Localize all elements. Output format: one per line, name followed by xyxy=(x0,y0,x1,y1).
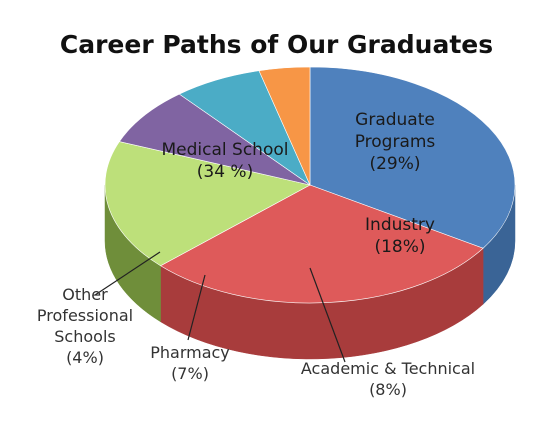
slice-value-label: (34 %) xyxy=(197,162,253,182)
slice-name-line: Graduate xyxy=(355,110,435,130)
pie-slice-graduate-programs xyxy=(159,184,484,304)
slice-name-line: Other xyxy=(62,285,108,304)
slice-value-label: (18%) xyxy=(374,237,425,257)
slice-name-line: Programs xyxy=(355,132,436,152)
slice-label-pharmacy: Pharmacy (7%) xyxy=(150,343,230,383)
slice-label-academic-technical: Academic & Technical (8%) xyxy=(301,359,475,399)
leader-line-other-professional-schools xyxy=(94,251,161,296)
slice-label-industry: Industry (18%) xyxy=(365,215,435,257)
pie-slice-industry xyxy=(104,141,311,267)
slice-name-line: Medical School xyxy=(162,140,289,160)
slice-value-label: (8%) xyxy=(369,380,407,399)
slice-label-graduate-programs: Graduate Programs (29%) xyxy=(355,110,436,174)
slice-name-line: Industry xyxy=(365,215,435,235)
pie-top-group xyxy=(104,66,516,304)
pie-label-group: Medical School (34 %) Graduate Programs (29%… xyxy=(37,110,475,399)
leader-line-pharmacy xyxy=(187,274,206,341)
pie-slice-academic-technical xyxy=(118,93,311,186)
chart-title: Career Paths of Our Graduates xyxy=(59,30,494,59)
slice-name-line: Academic & Technical xyxy=(301,359,475,378)
slice-value-label: (4%) xyxy=(66,348,104,367)
pie-slice-other-professional-schools xyxy=(258,66,311,186)
slice-name-line: Professional xyxy=(37,306,133,325)
pie-slice-medical-school xyxy=(309,66,516,249)
slice-label-medical-school: Medical School (34 %) xyxy=(162,140,289,182)
leader-line-academic-technical xyxy=(309,267,346,363)
slice-value-label: (29%) xyxy=(369,154,420,174)
slice-value-label: (7%) xyxy=(171,364,209,383)
slice-name-line: Schools xyxy=(54,327,115,346)
slice-name-line: Pharmacy xyxy=(150,343,230,362)
slice-label-other-professional-schools: Other Professional Schools (4%) xyxy=(37,285,133,367)
